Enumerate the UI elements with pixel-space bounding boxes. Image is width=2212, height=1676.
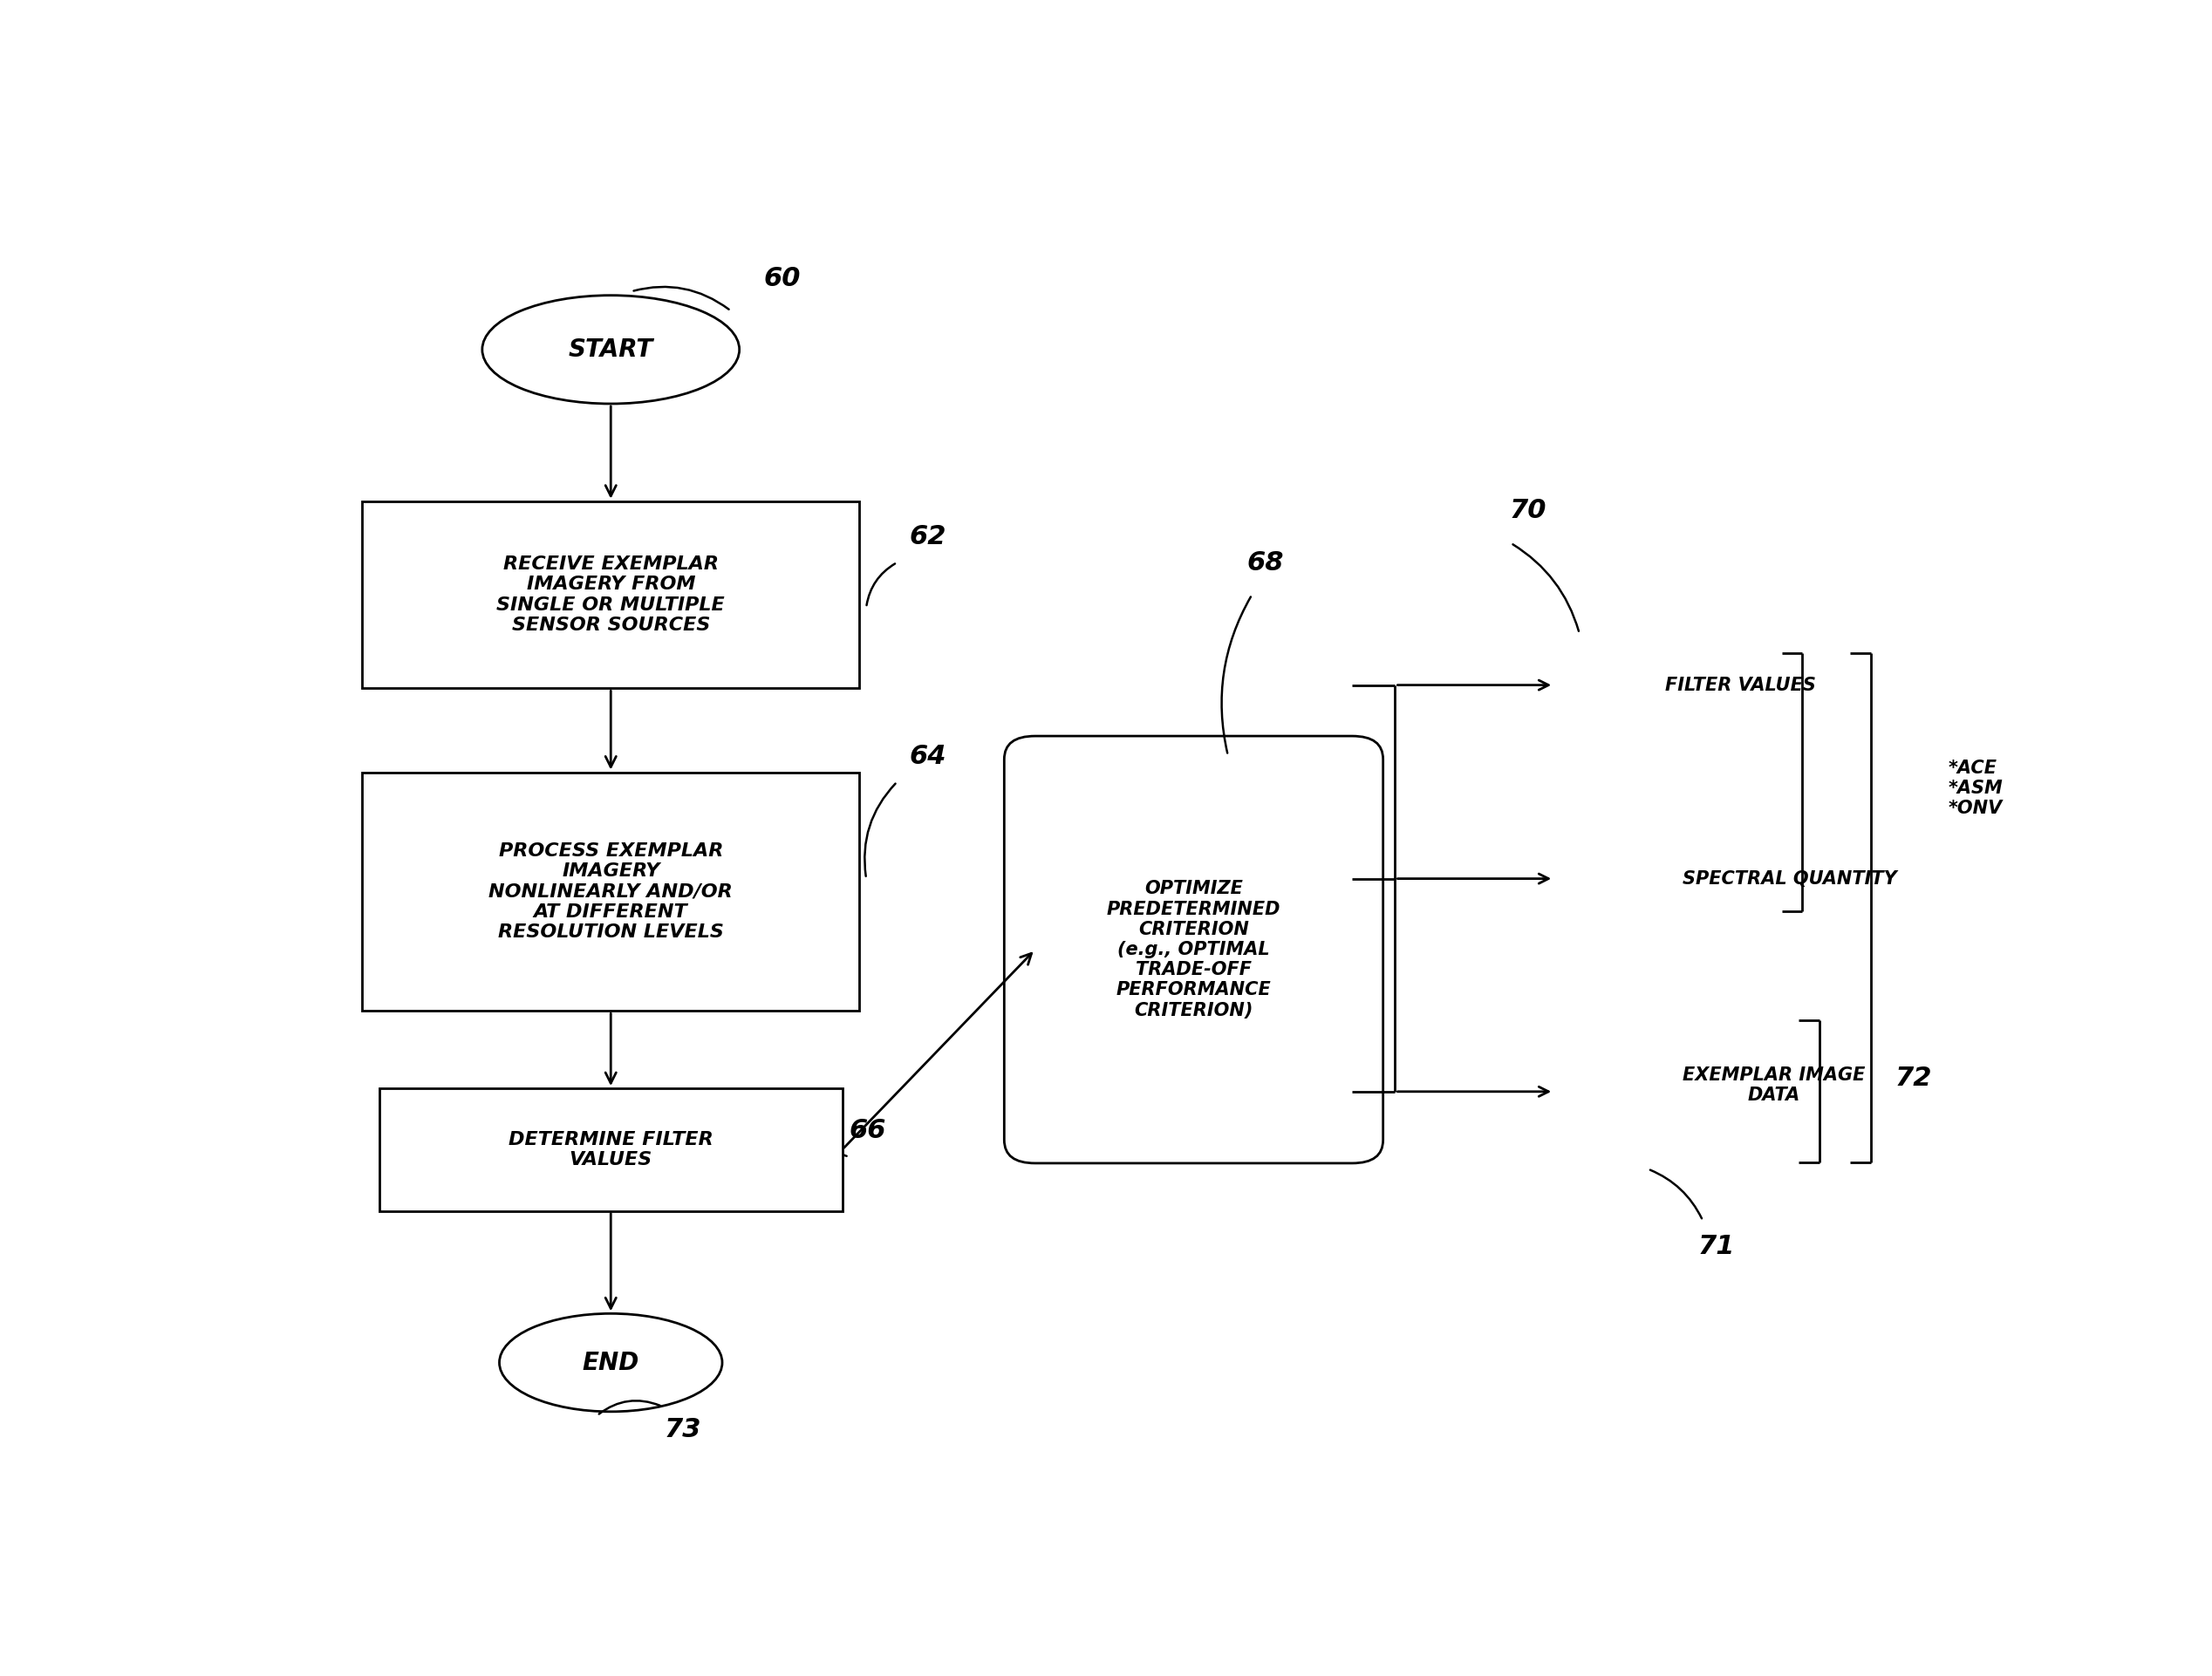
Text: DETERMINE FILTER
VALUES: DETERMINE FILTER VALUES: [509, 1131, 712, 1168]
Text: OPTIMIZE
PREDETERMINED
CRITERION
(e.g., OPTIMAL
TRADE-OFF
PERFORMANCE
CRITERION): OPTIMIZE PREDETERMINED CRITERION (e.g., …: [1106, 880, 1281, 1019]
Text: EXEMPLAR IMAGE
DATA: EXEMPLAR IMAGE DATA: [1681, 1066, 1865, 1104]
Text: RECEIVE EXEMPLAR
IMAGERY FROM
SINGLE OR MULTIPLE
SENSOR SOURCES: RECEIVE EXEMPLAR IMAGERY FROM SINGLE OR …: [498, 556, 726, 634]
Text: START: START: [568, 337, 653, 362]
Text: *ACE
*ASM
*ONV: *ACE *ASM *ONV: [1949, 759, 2002, 818]
Text: PROCESS EXEMPLAR
IMAGERY
NONLINEARLY AND/OR
AT DIFFERENT
RESOLUTION LEVELS: PROCESS EXEMPLAR IMAGERY NONLINEARLY AND…: [489, 843, 732, 940]
Text: 68: 68: [1248, 550, 1285, 575]
Text: END: END: [582, 1351, 639, 1374]
Text: 73: 73: [664, 1416, 701, 1443]
Text: 71: 71: [1699, 1234, 1734, 1259]
Text: 72: 72: [1896, 1066, 1933, 1091]
Text: 64: 64: [909, 744, 947, 769]
Text: SPECTRAL QUANTITY: SPECTRAL QUANTITY: [1681, 870, 1896, 887]
Text: FILTER VALUES: FILTER VALUES: [1666, 677, 1816, 694]
Text: 70: 70: [1509, 498, 1546, 523]
Text: 60: 60: [763, 266, 801, 292]
Text: 62: 62: [909, 525, 947, 550]
Text: 66: 66: [849, 1118, 887, 1143]
